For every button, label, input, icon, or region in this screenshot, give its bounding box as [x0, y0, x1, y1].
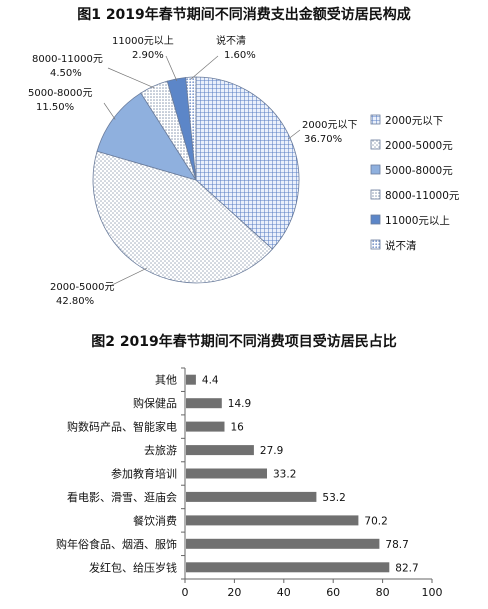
bar-value-label: 33.2 [273, 469, 296, 481]
legend-label: 说不清 [385, 239, 417, 252]
pie-slice-label: 11000元以上 [112, 35, 174, 47]
pie-leader-line [107, 67, 155, 89]
pie-value-label: 42.80% [56, 296, 94, 307]
legend-swatch [370, 139, 381, 150]
bar [186, 515, 359, 526]
x-tick-label: 80 [376, 586, 390, 599]
bar-value-label: 14.9 [228, 398, 251, 410]
bar [186, 468, 267, 479]
pie-chart-title: 图1 2019年春节期间不同消费支出金额受访居民构成 [77, 7, 411, 23]
pie-value-label: 1.60% [224, 50, 256, 61]
legend-swatch [370, 214, 381, 225]
bar-value-label: 70.2 [364, 515, 387, 527]
pie-slice-label: 2000-5000元 [50, 282, 115, 293]
category-label: 其他 [155, 374, 177, 387]
bar [186, 445, 254, 456]
legend-swatch [370, 164, 381, 175]
bar [186, 398, 222, 409]
category-label: 看电影、滑雪、逛庙会 [67, 490, 177, 504]
bar-value-label: 16 [231, 422, 245, 434]
category-label: 餐饮消费 [133, 513, 177, 527]
pie-slice-label: 8000-11000元 [32, 54, 103, 65]
bar-value-label: 78.7 [385, 539, 408, 551]
pie-slice [195, 76, 300, 250]
pie-slice-label: 2000元以下 [302, 120, 357, 131]
category-label: 购保健品 [133, 396, 177, 410]
legend-swatch [370, 239, 381, 250]
legend-swatch [370, 189, 381, 200]
pie-leader-line [190, 55, 219, 80]
pie-leader-line [103, 102, 116, 120]
pie-value-label: 2.90% [132, 50, 164, 61]
pie-slice-label: 5000-8000元 [28, 88, 93, 99]
pie-slice [96, 92, 197, 181]
bar [186, 491, 317, 502]
bar-value-label: 53.2 [322, 492, 345, 504]
x-tick-label: 100 [422, 586, 443, 599]
bar [186, 374, 196, 385]
pie-chart: 2000元以下 36.70% 2000-5000元 42.80% 5000-8000元 1… [28, 34, 460, 307]
x-tick-label: 40 [277, 586, 291, 599]
x-tick-label: 60 [326, 586, 340, 599]
pie-value-label: 36.70% [304, 134, 342, 145]
bar [186, 562, 390, 573]
pie-value-label: 4.50% [50, 68, 82, 79]
pie-leader-line [109, 267, 147, 287]
bar-value-label: 4.4 [202, 375, 219, 387]
bar [186, 421, 225, 432]
pie-leader-line [288, 129, 301, 140]
category-label: 去旅游 [144, 443, 177, 457]
x-tick-label: 0 [182, 586, 189, 599]
bar-chart-title: 图2 2019年春节期间不同消费项目受访居民占比 [91, 334, 397, 350]
pie-slice [185, 76, 197, 181]
category-label: 发红包、给压岁钱 [89, 560, 177, 574]
category-label: 参加教育培训 [111, 467, 177, 481]
pie-value-label: 11.50% [36, 102, 74, 113]
legend-label: 2000元以下 [385, 115, 443, 127]
legend-label: 11000元以上 [385, 215, 450, 227]
legend-swatch [370, 114, 381, 125]
bar-value-label: 27.9 [260, 445, 283, 457]
pie-leader-line [165, 55, 178, 81]
pie-slice [92, 150, 273, 284]
category-label: 购数码产品、智能家电 [67, 420, 177, 434]
pie-slice-label: 说不清 [216, 34, 246, 47]
legend-label: 5000-8000元 [385, 165, 453, 177]
category-label: 购年俗食品、烟酒、服饰 [56, 537, 177, 551]
legend-label: 2000-5000元 [385, 140, 453, 152]
bar-value-label: 82.7 [395, 562, 418, 574]
bar [186, 538, 380, 549]
legend-label: 8000-11000元 [385, 190, 460, 202]
x-tick-label: 20 [227, 586, 241, 599]
